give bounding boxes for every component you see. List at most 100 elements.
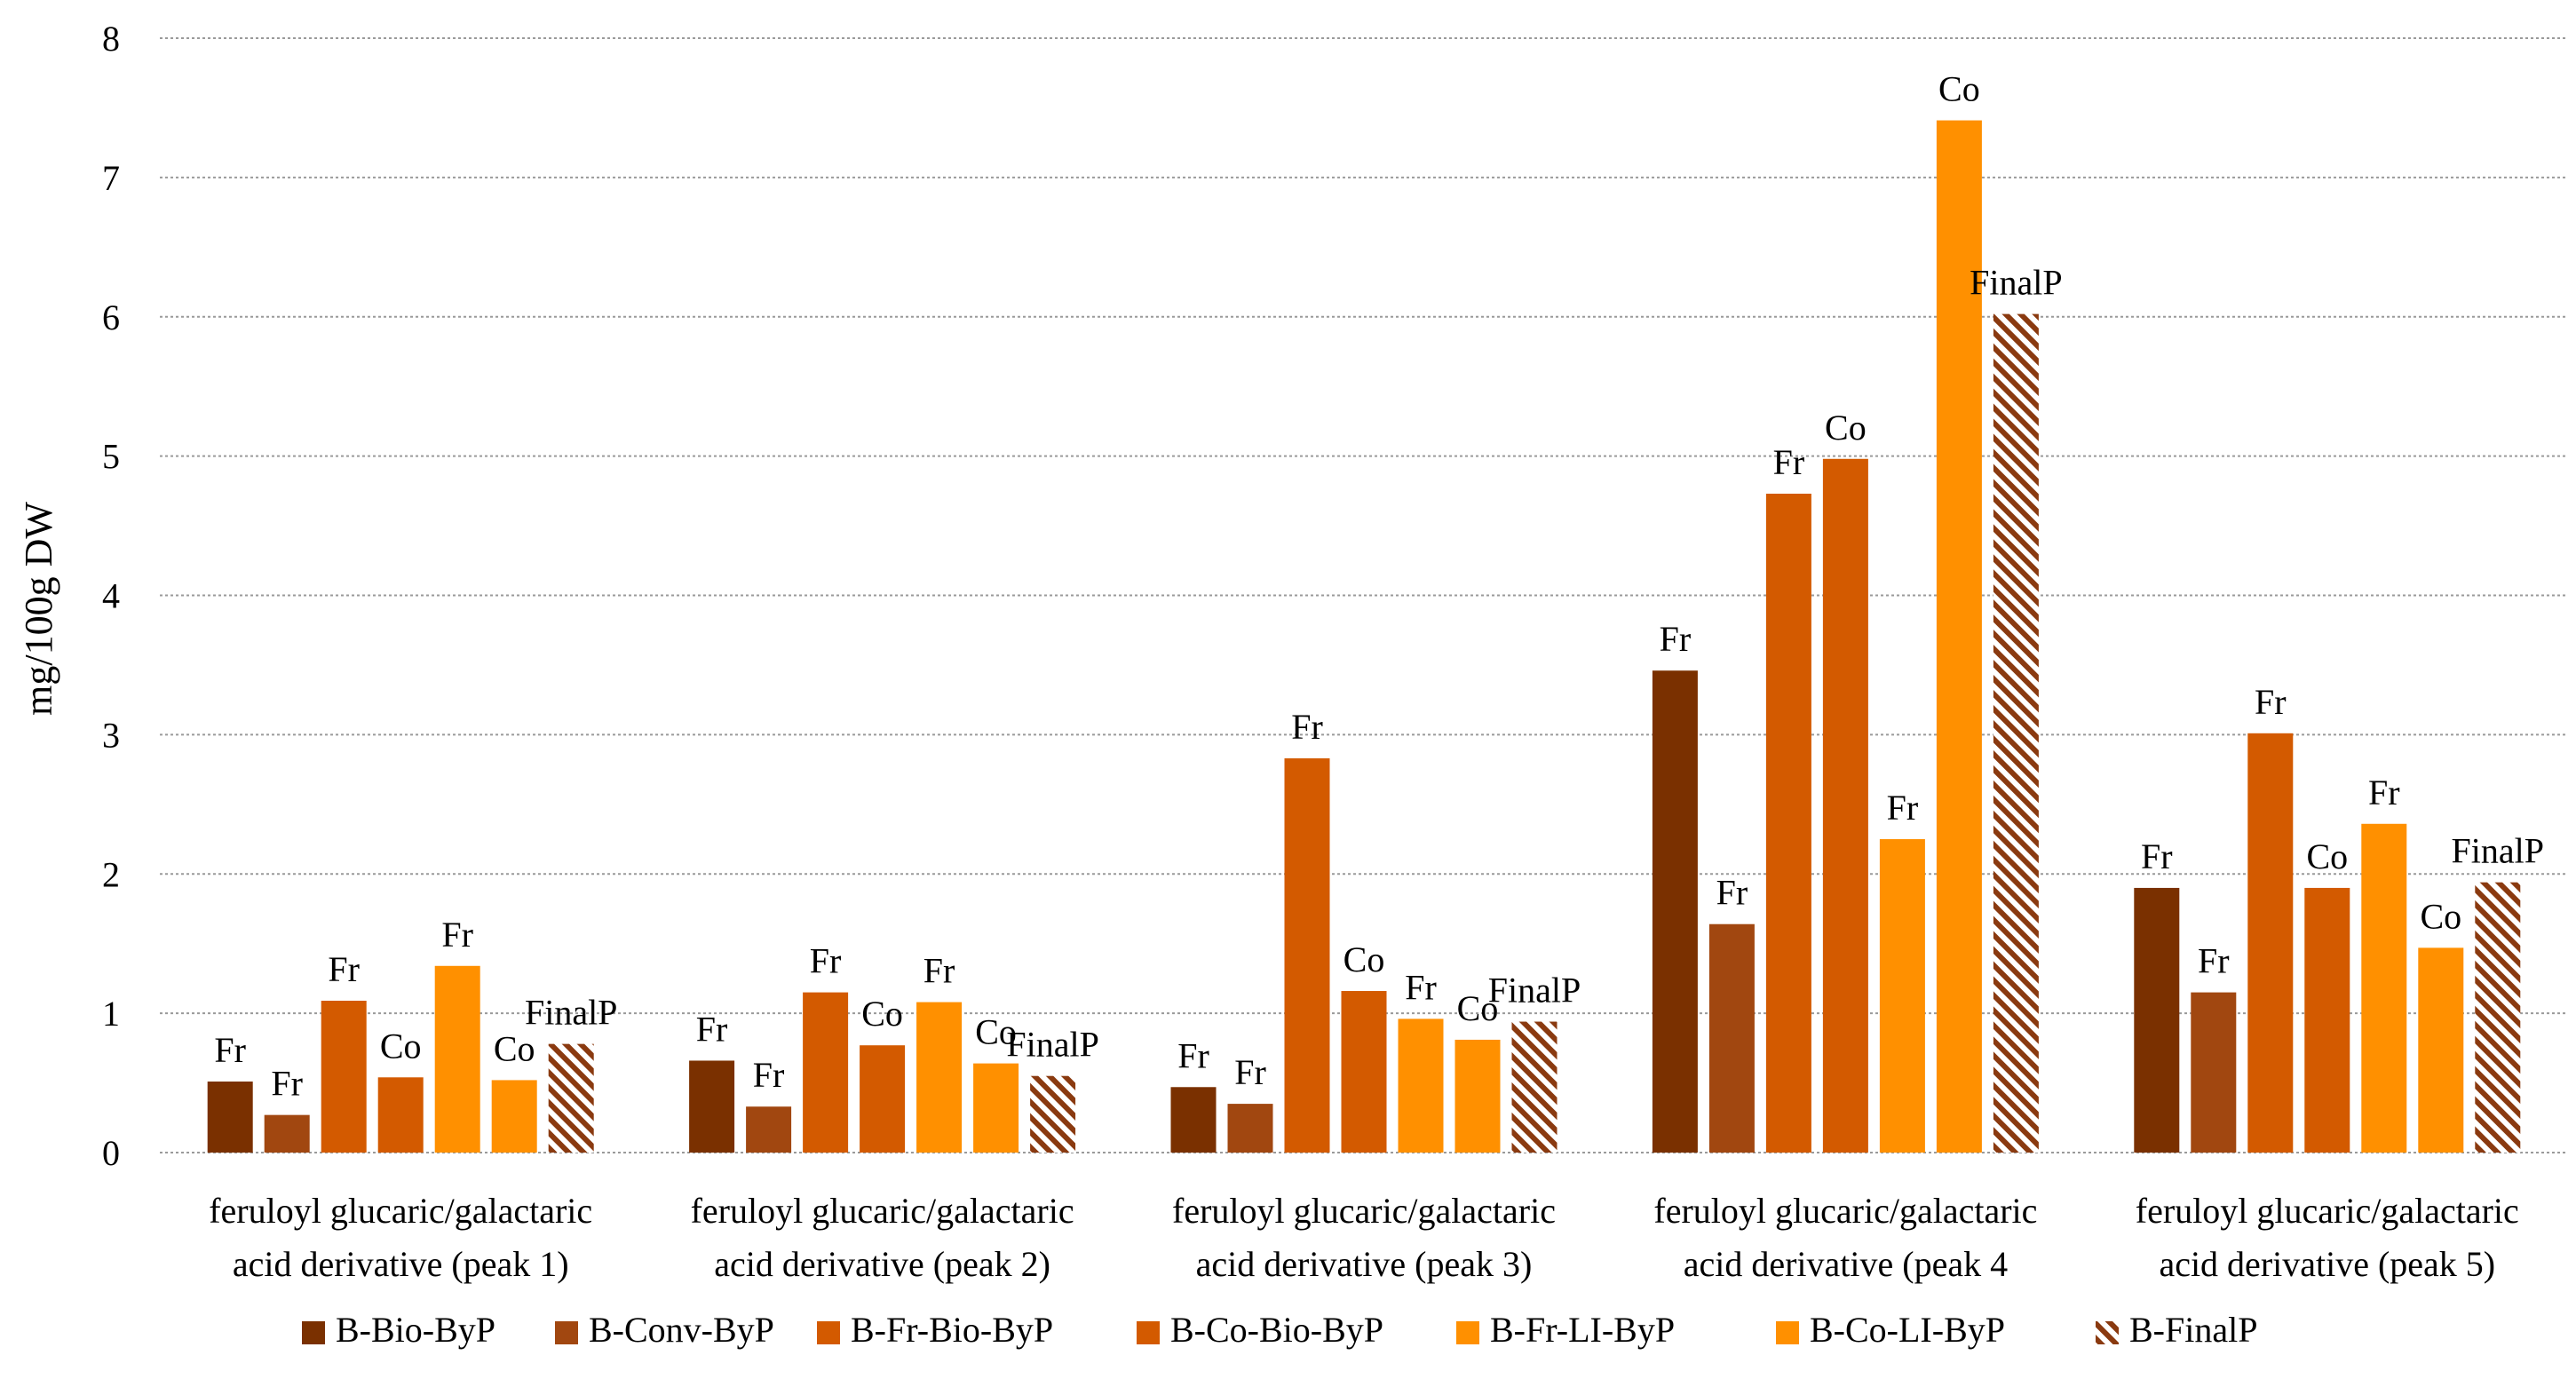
data-label: FinalP — [1488, 971, 1581, 1010]
data-label: Co — [1938, 69, 1980, 109]
data-label: Fr — [923, 951, 955, 991]
data-label: Fr — [1773, 442, 1805, 482]
data-label: FinalP — [525, 993, 617, 1033]
data-label: Co — [1457, 988, 1499, 1028]
category-label: feruloyl glucaric/galactaric — [209, 1191, 592, 1231]
category-label: feruloyl glucaric/galactaric — [691, 1191, 1074, 1231]
bar-b-fr-li-byp — [434, 965, 480, 1153]
y-tick-label: 6 — [102, 297, 120, 337]
bar-b-co-bio-byp — [1822, 458, 1868, 1153]
legend: B-Bio-ByP B-Conv-ByP B-Fr-Bio-ByP B-Co-Bio-… — [302, 1310, 2257, 1350]
data-label: Fr — [2255, 682, 2287, 722]
y-tick-label: 0 — [102, 1133, 120, 1173]
bar-b-finalp — [1030, 1075, 1076, 1153]
bar-b-fr-li-byp — [916, 1002, 963, 1153]
y-tick-label: 8 — [102, 19, 120, 59]
legend-label: B-Fr-Bio-ByP — [851, 1310, 1053, 1350]
bar-b-fr-li-byp — [1398, 1018, 1444, 1153]
bar-b-conv-byp — [1227, 1104, 1273, 1153]
legend-label: B-Co-LI-ByP — [1810, 1310, 2005, 1350]
legend-swatch — [555, 1321, 578, 1344]
y-tick-label: 1 — [102, 994, 120, 1034]
bar-b-fr-bio-byp — [2247, 733, 2294, 1153]
data-label: Fr — [2368, 773, 2400, 812]
bar-b-co-bio-byp — [2304, 887, 2350, 1153]
data-label: FinalP — [1006, 1025, 1098, 1065]
legend-label: B-Co-Bio-ByP — [1170, 1310, 1383, 1350]
data-label: Fr — [1660, 619, 1692, 659]
category-label: acid derivative (peak 5) — [2159, 1244, 2495, 1284]
data-label: FinalP — [1970, 263, 2062, 303]
data-label: Fr — [271, 1064, 303, 1104]
bar-b-co-bio-byp — [377, 1077, 424, 1153]
y-axis-title: mg/100g DW — [17, 502, 60, 716]
bar-b-co-li-byp — [1454, 1039, 1501, 1153]
data-label: Fr — [1405, 967, 1437, 1007]
bar-b-co-bio-byp — [1341, 991, 1387, 1153]
bar-b-fr-bio-byp — [321, 1001, 367, 1153]
data-label: Co — [1825, 408, 1867, 448]
data-label: Fr — [1291, 707, 1323, 747]
y-tick-label: 3 — [102, 715, 120, 755]
data-label: Fr — [1887, 788, 1919, 828]
bar-b-conv-byp — [1708, 923, 1755, 1153]
bar-b-bio-byp — [2134, 887, 2180, 1153]
y-tick-label: 5 — [102, 437, 120, 477]
category-label: feruloyl glucaric/galactaric — [1653, 1191, 2037, 1231]
bar-b-co-li-byp — [491, 1080, 537, 1153]
bars — [207, 120, 2521, 1153]
bar-b-finalp — [1511, 1021, 1557, 1153]
category-labels: feruloyl glucaric/galactaric acid derivat… — [209, 1191, 2519, 1284]
bar-b-co-li-byp — [2418, 947, 2464, 1153]
category-label: acid derivative (peak 1) — [233, 1244, 569, 1284]
data-label: Fr — [1716, 873, 1748, 913]
data-label: Fr — [1234, 1052, 1266, 1092]
legend-swatch — [1456, 1321, 1479, 1344]
category-label: acid derivative (peak 3) — [1196, 1244, 1533, 1284]
y-tick-label: 4 — [102, 576, 120, 616]
bar-b-finalp — [1993, 313, 2039, 1153]
bar-b-bio-byp — [689, 1060, 735, 1153]
bar-b-fr-bio-byp — [1765, 493, 1811, 1153]
legend-label: B-Conv-ByP — [589, 1310, 774, 1350]
data-label: Co — [2420, 896, 2461, 936]
category-label: acid derivative (peak 2) — [714, 1244, 1050, 1284]
data-label: Co — [494, 1028, 535, 1068]
category-label: feruloyl glucaric/galactaric — [2136, 1191, 2519, 1231]
bar-b-bio-byp — [1170, 1087, 1217, 1153]
category-label: feruloyl glucaric/galactaric — [1172, 1191, 1556, 1231]
y-tick-label: 7 — [102, 158, 120, 198]
bar-b-fr-li-byp — [2361, 823, 2407, 1153]
data-label: FinalP — [2452, 831, 2544, 871]
legend-swatch — [1776, 1321, 1799, 1344]
legend-swatch — [1137, 1321, 1160, 1344]
bar-b-co-li-byp — [973, 1063, 1019, 1153]
data-label: Co — [380, 1026, 422, 1066]
bar-b-conv-byp — [264, 1114, 310, 1153]
bar-b-conv-byp — [746, 1106, 792, 1153]
bar-b-bio-byp — [207, 1081, 253, 1153]
bar-b-conv-byp — [2191, 992, 2237, 1153]
category-label: acid derivative (peak 4 — [1684, 1244, 2008, 1284]
data-label: Fr — [753, 1055, 785, 1095]
legend-swatch — [817, 1321, 840, 1344]
data-label: Fr — [214, 1030, 246, 1070]
data-label: Fr — [1177, 1035, 1209, 1075]
legend-label: B-Fr-LI-ByP — [1490, 1310, 1675, 1350]
bar-b-co-bio-byp — [860, 1045, 906, 1153]
bar-b-co-li-byp — [1936, 120, 1982, 1153]
data-label: Co — [2306, 836, 2348, 876]
legend-label: B-FinalP — [2129, 1310, 2257, 1350]
data-label: Fr — [696, 1009, 728, 1049]
bar-b-fr-li-byp — [1879, 839, 1925, 1153]
gridlines — [160, 37, 2568, 1153]
data-label: Fr — [2141, 836, 2173, 876]
legend-swatch — [2096, 1321, 2119, 1344]
data-label: Fr — [2198, 941, 2230, 981]
bar-b-fr-bio-byp — [1284, 758, 1330, 1153]
legend-swatch — [302, 1321, 325, 1344]
data-label: Co — [861, 994, 903, 1034]
y-axis-ticks: 0 1 2 3 4 5 6 7 8 — [102, 19, 120, 1173]
